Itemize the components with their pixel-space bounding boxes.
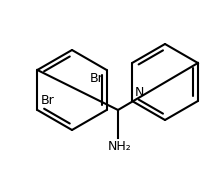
Text: Br: Br [40, 94, 54, 107]
Text: N: N [135, 86, 145, 99]
Text: NH₂: NH₂ [108, 140, 132, 153]
Text: Br: Br [90, 72, 104, 85]
